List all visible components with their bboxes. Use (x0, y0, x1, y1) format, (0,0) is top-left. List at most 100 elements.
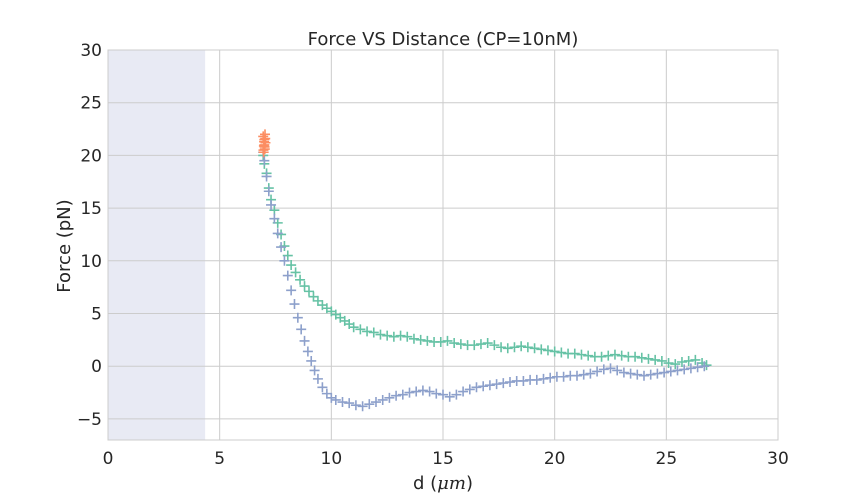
data-point-series-2 (665, 366, 676, 377)
data-point-series-1 (475, 339, 486, 350)
data-point-series-2 (272, 228, 283, 239)
data-point-series-1 (449, 338, 460, 349)
data-point-series-1 (516, 341, 527, 352)
data-point-series-1 (348, 322, 359, 333)
data-point-series-1 (690, 354, 701, 365)
y-tick-label: 15 (80, 199, 102, 219)
data-point-series-2 (545, 372, 556, 383)
y-tick-label: 0 (91, 357, 102, 377)
data-point-series-2 (639, 370, 649, 381)
data-point-series-2 (438, 389, 448, 400)
data-point-series-2 (672, 365, 683, 376)
data-point-series-1 (529, 343, 540, 354)
data-point-series-1 (583, 350, 594, 361)
data-point-series-2 (344, 398, 355, 409)
data-point-series-1 (609, 349, 620, 360)
data-point-series-2 (302, 346, 313, 357)
data-point-series-1 (656, 355, 667, 366)
data-point-series-1 (362, 326, 373, 337)
data-point-series-1 (643, 353, 654, 364)
data-point-series-2 (585, 368, 596, 379)
data-point-series-1 (304, 286, 314, 297)
data-point-series-2 (397, 389, 408, 400)
data-point-series-1 (569, 348, 580, 359)
data-point-series-2 (659, 367, 670, 378)
data-point-series-2 (424, 386, 435, 397)
data-point-series-1 (295, 274, 306, 285)
data-point-series-2 (279, 255, 290, 266)
data-point-series-1 (536, 344, 547, 355)
data-point-series-2 (326, 392, 337, 403)
data-point-series-1 (455, 339, 466, 350)
data-point-series-1 (542, 345, 553, 356)
data-point-series-1 (616, 350, 627, 361)
data-point-series-2 (605, 363, 616, 374)
data-point-series-2 (259, 155, 270, 166)
data-point-series-1 (603, 350, 614, 361)
data-point-series-2 (484, 380, 495, 391)
x-axis-label-close: ) (466, 473, 473, 494)
data-point-series-2 (263, 186, 274, 197)
x-tick-label: 10 (321, 449, 343, 469)
data-point-series-2 (357, 401, 368, 412)
y-tick-label: 30 (80, 41, 102, 61)
plot-frame (107, 49, 779, 441)
data-point-series-2 (350, 400, 361, 411)
data-point-series-2 (572, 370, 582, 381)
data-point-series-1 (286, 260, 297, 271)
data-point-series-1 (312, 295, 323, 306)
data-point-series-1 (422, 335, 433, 346)
x-axis-label-unit: μm (437, 473, 466, 494)
data-point-series-1 (596, 351, 607, 362)
data-point-series-1 (388, 331, 399, 342)
y-axis-label: Force (pN) (54, 199, 75, 292)
y-tick-label: 5 (91, 305, 102, 325)
data-point-series-2 (289, 299, 300, 310)
data-point-series-2 (598, 364, 609, 375)
data-point-series-1 (683, 355, 694, 366)
data-point-series-2 (451, 389, 462, 400)
data-point-series-2 (299, 335, 310, 346)
data-point-series-2 (505, 377, 515, 388)
y-tick-label: 10 (80, 252, 102, 272)
data-point-series-2 (625, 368, 636, 379)
x-tick-label: 5 (214, 449, 225, 469)
data-point-series-1 (415, 334, 426, 345)
data-point-series-2 (471, 382, 482, 393)
data-point-series-2 (417, 385, 428, 396)
data-point-series-2 (286, 285, 297, 296)
data-point-series-2 (518, 375, 529, 386)
data-point-series-1 (290, 267, 301, 278)
data-point-series-2 (377, 394, 388, 405)
data-point-series-1 (395, 330, 406, 341)
x-tick-label: 0 (103, 449, 114, 469)
data-point-series-1 (269, 205, 280, 216)
data-point-series-1 (670, 359, 681, 370)
data-point-series-2 (364, 399, 375, 410)
data-point-series-2 (491, 379, 502, 390)
data-point-series-1 (701, 360, 712, 371)
y-tick-label: 25 (80, 94, 102, 114)
data-point-series-2 (592, 366, 603, 377)
data-point-series-1 (299, 281, 310, 292)
data-point-series-2 (444, 391, 455, 402)
data-point-series-1 (368, 327, 379, 338)
data-point-series-1 (382, 330, 393, 341)
data-point-series-1 (308, 291, 319, 302)
data-point-series-1 (522, 342, 533, 353)
data-point-series-2 (317, 382, 328, 393)
data-point-series-1 (355, 324, 366, 335)
data-point-series-1 (676, 357, 687, 367)
data-point-series-2 (312, 373, 323, 384)
data-point-series-1 (469, 340, 480, 351)
data-point-series-2 (276, 242, 287, 253)
data-point-series-2 (371, 397, 381, 408)
y-tick-label: 20 (80, 146, 102, 166)
data-point-series-2 (282, 270, 293, 281)
data-point-series-2 (321, 388, 332, 399)
data-point-series-2 (699, 361, 710, 372)
data-point-series-1 (502, 343, 513, 354)
data-point-series-2 (558, 371, 569, 382)
data-point-series-1 (663, 358, 674, 369)
